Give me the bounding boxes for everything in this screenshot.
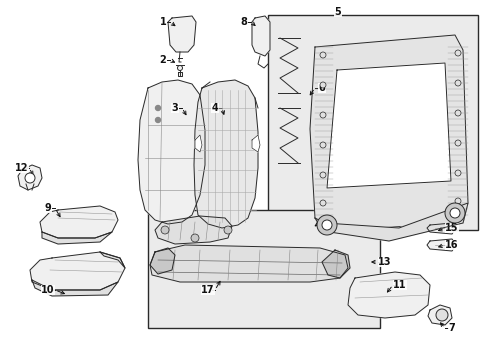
Bar (268, 15, 478, 230)
Polygon shape (427, 239, 456, 251)
Circle shape (224, 226, 232, 234)
Text: 3: 3 (172, 103, 178, 113)
Circle shape (450, 208, 460, 218)
Circle shape (25, 173, 35, 183)
Text: 1: 1 (160, 17, 167, 27)
Polygon shape (195, 135, 202, 152)
Text: 13: 13 (378, 257, 392, 267)
Text: 15: 15 (445, 223, 459, 233)
Text: 4: 4 (212, 103, 219, 113)
Circle shape (455, 80, 461, 86)
Circle shape (191, 234, 199, 242)
Polygon shape (32, 280, 118, 296)
Text: 12: 12 (15, 163, 29, 173)
Text: 9: 9 (45, 203, 51, 213)
Circle shape (155, 105, 161, 111)
Circle shape (455, 110, 461, 116)
Text: 10: 10 (41, 285, 55, 295)
Text: 11: 11 (393, 280, 407, 290)
Polygon shape (252, 135, 260, 152)
Text: 16: 16 (445, 240, 459, 250)
Circle shape (455, 198, 461, 204)
Polygon shape (327, 63, 451, 188)
Polygon shape (150, 245, 348, 282)
Text: 5: 5 (335, 7, 342, 17)
Bar (148, 210, 380, 328)
Text: 7: 7 (449, 323, 455, 333)
Circle shape (320, 82, 326, 88)
Polygon shape (155, 216, 232, 244)
Polygon shape (428, 305, 452, 325)
Polygon shape (315, 203, 468, 241)
Circle shape (320, 112, 326, 118)
Circle shape (320, 172, 326, 178)
Circle shape (445, 203, 465, 223)
Polygon shape (42, 232, 112, 244)
Polygon shape (100, 252, 125, 268)
Circle shape (436, 309, 448, 321)
Text: 14: 14 (321, 217, 335, 227)
Circle shape (320, 142, 326, 148)
Polygon shape (348, 272, 430, 318)
Circle shape (320, 200, 326, 206)
Text: 2: 2 (160, 55, 167, 65)
Polygon shape (427, 223, 456, 234)
Polygon shape (138, 80, 205, 224)
Text: 8: 8 (241, 17, 247, 27)
Polygon shape (40, 206, 118, 238)
Circle shape (155, 117, 161, 122)
Circle shape (455, 50, 461, 56)
Polygon shape (178, 72, 182, 76)
Circle shape (317, 215, 337, 235)
Polygon shape (194, 80, 258, 228)
Polygon shape (18, 165, 42, 190)
Polygon shape (252, 16, 270, 56)
Polygon shape (168, 16, 196, 52)
Circle shape (320, 52, 326, 58)
Polygon shape (150, 248, 175, 274)
Polygon shape (30, 252, 125, 290)
Circle shape (177, 66, 182, 71)
Circle shape (455, 140, 461, 146)
Polygon shape (310, 35, 468, 231)
Text: 6: 6 (318, 83, 325, 93)
Text: 17: 17 (201, 285, 215, 295)
Circle shape (322, 220, 332, 230)
Polygon shape (322, 250, 350, 278)
Circle shape (455, 170, 461, 176)
Circle shape (161, 226, 169, 234)
